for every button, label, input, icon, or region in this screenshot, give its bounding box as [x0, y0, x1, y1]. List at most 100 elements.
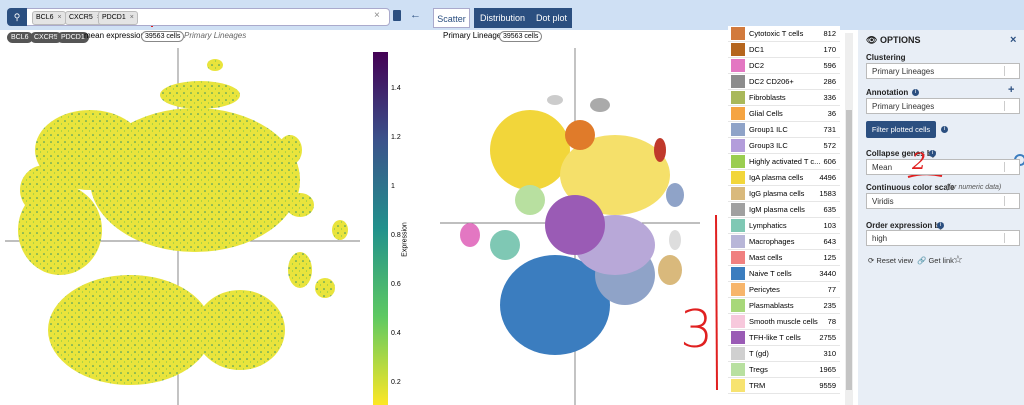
back-icon[interactable]: ←: [410, 9, 421, 21]
legend-name: TFH-like T cells: [749, 333, 801, 342]
legend-row[interactable]: Group1 ILC 731: [728, 122, 840, 138]
search-tag[interactable]: BCL6 ×: [32, 11, 66, 25]
options-bg: [858, 30, 1024, 405]
legend-row[interactable]: Plasmablasts 235: [728, 298, 840, 314]
select[interactable]: Primary Lineages: [866, 98, 1020, 114]
legend-count: 731: [823, 125, 836, 134]
colorbar: [373, 52, 388, 405]
select[interactable]: high: [866, 230, 1020, 246]
select[interactable]: Mean: [866, 159, 1020, 175]
legend-row[interactable]: DC2 CD206+ 286: [728, 74, 840, 90]
legend-name: Glial Cells: [749, 109, 783, 118]
legend-row[interactable]: TFH-like T cells 2755: [728, 330, 840, 346]
tag-text: BCL6: [36, 14, 54, 21]
cell-cluster: [288, 252, 312, 288]
red-mark: [715, 214, 718, 391]
reset-view[interactable]: ⟳ Reset view: [868, 256, 914, 265]
tag-remove[interactable]: ×: [129, 14, 134, 21]
legend-row[interactable]: Tregs 1965: [728, 362, 840, 378]
cell-cluster: [560, 135, 670, 215]
filter-button[interactable]: Filter plotted cells: [866, 121, 936, 138]
legend-name: Macrophages: [749, 237, 795, 246]
cell-cluster: [278, 135, 302, 165]
legend-row[interactable]: DC2 596: [728, 58, 840, 74]
info-icon[interactable]: i: [941, 126, 948, 133]
legend-swatch: [731, 267, 745, 280]
cell-cluster: [35, 110, 145, 190]
info-icon[interactable]: i: [937, 222, 944, 229]
add-button[interactable]: +: [1008, 84, 1015, 96]
cell-cluster: [490, 110, 570, 190]
legend-count: 812: [823, 29, 836, 38]
handwritten-note: 3: [680, 300, 714, 360]
legend-name: DC2: [749, 61, 765, 70]
cell-cluster: [207, 59, 223, 71]
legend-name: Group3 ILC: [749, 141, 788, 150]
legend-name: Fibroblasts: [749, 93, 786, 102]
tag-remove[interactable]: ×: [57, 14, 62, 21]
legend-row[interactable]: Cytotoxic T cells 812: [728, 26, 840, 42]
cell-cluster: [547, 95, 563, 105]
legend-count: 643: [823, 237, 836, 246]
tab[interactable]: Scatter: [433, 8, 470, 28]
star-icon[interactable]: ☆: [953, 254, 963, 266]
legend-count: 1965: [819, 365, 836, 374]
cell-cluster: [545, 195, 605, 255]
colorbar-tick: 0.4: [391, 330, 401, 337]
option-hint: (for numeric data): [946, 184, 1002, 191]
legend-row[interactable]: Highly activated T c... 606: [728, 154, 840, 170]
legend-name: IgM plasma cells: [749, 205, 805, 214]
tab[interactable]: Distribution: [474, 8, 531, 28]
get-link[interactable]: 🔗 Get link: [917, 256, 954, 265]
select[interactable]: Primary Lineages: [866, 63, 1020, 79]
legend-row[interactable]: Lymphatics 103: [728, 218, 840, 234]
search-icon[interactable]: ⚲: [7, 8, 27, 26]
legend-row[interactable]: Macrophages 643: [728, 234, 840, 250]
legend-row[interactable]: IgA plasma cells 4496: [728, 170, 840, 186]
legend-count: 125: [823, 253, 836, 262]
legend-count: 77: [827, 285, 836, 294]
option-label: Order expression by: [866, 221, 944, 230]
close-button[interactable]: ×: [1010, 34, 1017, 46]
info-icon[interactable]: i: [912, 89, 919, 96]
colorbar-tick: 1: [391, 183, 395, 190]
colorbar-label: Expression: [401, 222, 409, 257]
option-label: Annotation: [866, 88, 909, 97]
legend-row[interactable]: Glial Cells 36: [728, 106, 840, 122]
legend-row[interactable]: Group3 ILC 572: [728, 138, 840, 154]
file-icon[interactable]: [393, 10, 401, 21]
legend-name: Pericytes: [749, 285, 780, 294]
legend-name: DC1: [749, 45, 765, 54]
plot-title: mean expression: [84, 31, 145, 40]
legend-row[interactable]: Pericytes 77: [728, 282, 840, 298]
legend-row[interactable]: IgM plasma cells 635: [728, 202, 840, 218]
legend-count: 1583: [819, 189, 836, 198]
legend-row[interactable]: Smooth muscle cells 78: [728, 314, 840, 330]
select[interactable]: Viridis: [866, 193, 1020, 209]
legend-row[interactable]: IgG plasma cells 1583: [728, 186, 840, 202]
legend-swatch: [731, 123, 745, 136]
info-icon[interactable]: i: [929, 150, 936, 157]
cell-cluster: [160, 81, 240, 109]
legend-row[interactable]: TRM 9559: [728, 378, 840, 394]
tab[interactable]: Dot plot: [531, 8, 572, 28]
cell-cluster: [500, 255, 610, 355]
cell-cluster: [195, 290, 285, 370]
options-title-text: OPTIONS: [879, 35, 921, 45]
search-tag[interactable]: PDCD1 ×: [98, 11, 138, 25]
cell-cluster: [590, 98, 610, 112]
legend-name: IgA plasma cells: [749, 173, 804, 182]
clear-search[interactable]: ×: [374, 10, 380, 21]
legend-row[interactable]: Mast cells 125: [728, 250, 840, 266]
legend-row[interactable]: DC1 170: [728, 42, 840, 58]
legend-row[interactable]: T (gd) 310: [728, 346, 840, 362]
cell-cluster: [286, 193, 314, 217]
legend-row[interactable]: Fibroblasts 336: [728, 90, 840, 106]
cell-cluster: [315, 278, 335, 298]
scroll-thumb[interactable]: [846, 110, 852, 390]
cell-cluster: [669, 230, 681, 250]
legend-name: Cytotoxic T cells: [749, 29, 804, 38]
option-label: Continuous color scale: [866, 183, 955, 192]
legend-swatch: [731, 43, 745, 56]
legend-row[interactable]: Naive T cells 3440: [728, 266, 840, 282]
